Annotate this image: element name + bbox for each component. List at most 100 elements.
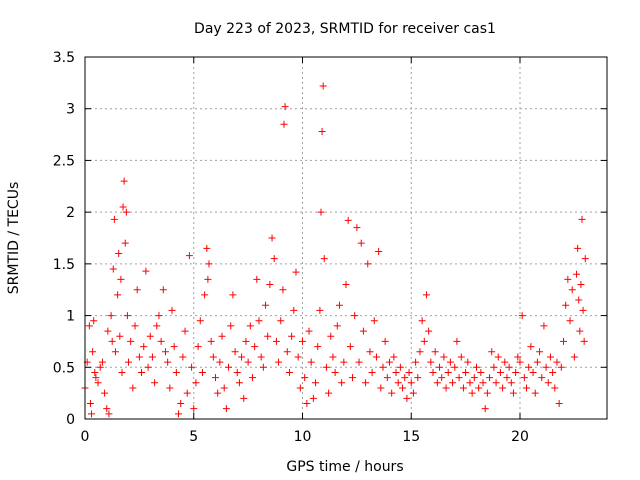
data-point bbox=[259, 363, 267, 371]
data-point bbox=[427, 358, 435, 366]
data-point bbox=[340, 358, 348, 366]
data-point bbox=[553, 358, 561, 366]
data-point bbox=[366, 348, 374, 356]
data-point bbox=[157, 337, 165, 345]
data-point bbox=[576, 327, 584, 335]
data-point bbox=[309, 394, 317, 402]
data-point bbox=[294, 353, 302, 361]
data-point bbox=[370, 317, 378, 325]
y-tick-label: 3.5 bbox=[53, 50, 75, 66]
data-point bbox=[290, 306, 298, 314]
data-point bbox=[155, 312, 163, 320]
y-axis-label: SRMTID / TECUs bbox=[6, 182, 22, 295]
data-point bbox=[446, 358, 454, 366]
data-point bbox=[138, 368, 146, 376]
data-point bbox=[549, 368, 557, 376]
data-point bbox=[129, 384, 137, 392]
data-point bbox=[264, 332, 272, 340]
data-point bbox=[144, 363, 152, 371]
data-point bbox=[89, 348, 97, 356]
data-point bbox=[492, 379, 500, 387]
data-point bbox=[301, 374, 309, 382]
data-point bbox=[564, 275, 572, 283]
data-point bbox=[523, 384, 531, 392]
data-point bbox=[568, 286, 576, 294]
data-point bbox=[581, 255, 589, 263]
data-point bbox=[409, 389, 417, 397]
data-point bbox=[536, 348, 544, 356]
x-tick-label: 0 bbox=[81, 429, 90, 445]
data-point bbox=[483, 389, 491, 397]
data-point bbox=[544, 379, 552, 387]
data-point bbox=[459, 384, 467, 392]
data-point bbox=[342, 281, 350, 289]
data-point bbox=[268, 234, 276, 242]
data-point bbox=[122, 208, 130, 216]
plot-frame bbox=[84, 56, 608, 420]
data-point bbox=[394, 379, 402, 387]
data-point bbox=[201, 291, 209, 299]
data-point bbox=[325, 389, 333, 397]
data-point bbox=[344, 216, 352, 224]
data-point bbox=[314, 343, 322, 351]
data-point bbox=[262, 301, 270, 309]
data-point bbox=[518, 312, 526, 320]
data-point bbox=[401, 374, 409, 382]
data-point bbox=[207, 337, 215, 345]
data-point bbox=[346, 343, 354, 351]
data-point bbox=[101, 389, 109, 397]
data-point bbox=[272, 337, 280, 345]
data-point bbox=[433, 379, 441, 387]
data-point bbox=[285, 368, 293, 376]
data-point bbox=[320, 255, 328, 263]
x-axis-label: GPS time / hours bbox=[286, 459, 403, 475]
data-point bbox=[317, 208, 325, 216]
data-point bbox=[479, 379, 487, 387]
data-point bbox=[451, 363, 459, 371]
data-point bbox=[244, 358, 252, 366]
data-point bbox=[111, 348, 119, 356]
data-point bbox=[319, 82, 327, 90]
data-point bbox=[396, 363, 404, 371]
data-point bbox=[185, 252, 193, 260]
data-point bbox=[85, 322, 93, 330]
data-point bbox=[420, 337, 428, 345]
data-point bbox=[192, 379, 200, 387]
data-point bbox=[140, 343, 148, 351]
data-point bbox=[204, 275, 212, 283]
data-point bbox=[105, 410, 113, 418]
data-point bbox=[214, 389, 222, 397]
data-point bbox=[407, 379, 415, 387]
data-point bbox=[225, 363, 233, 371]
data-point bbox=[257, 353, 265, 361]
data-point bbox=[575, 296, 583, 304]
data-point bbox=[229, 291, 237, 299]
data-point bbox=[196, 317, 204, 325]
data-point bbox=[499, 384, 507, 392]
y-tick-label: 0 bbox=[66, 412, 75, 428]
y-tick-label: 3 bbox=[66, 102, 75, 118]
data-point bbox=[436, 363, 444, 371]
data-point bbox=[490, 363, 498, 371]
data-point bbox=[104, 327, 112, 335]
data-point bbox=[114, 291, 122, 299]
y-tick-label: 0.5 bbox=[53, 360, 75, 376]
y-tick-label: 2 bbox=[66, 205, 75, 221]
data-point bbox=[390, 353, 398, 361]
data-point bbox=[573, 270, 581, 278]
data-point bbox=[183, 389, 191, 397]
data-point bbox=[292, 268, 300, 276]
data-point bbox=[381, 337, 389, 345]
data-point bbox=[161, 348, 169, 356]
data-point bbox=[383, 374, 391, 382]
data-point bbox=[557, 363, 565, 371]
x-tick-label: 5 bbox=[189, 429, 198, 445]
data-point bbox=[455, 374, 463, 382]
data-point bbox=[222, 405, 230, 413]
data-point bbox=[283, 348, 291, 356]
data-point bbox=[481, 405, 489, 413]
data-point bbox=[296, 384, 304, 392]
data-point bbox=[270, 255, 278, 263]
data-point bbox=[327, 332, 335, 340]
